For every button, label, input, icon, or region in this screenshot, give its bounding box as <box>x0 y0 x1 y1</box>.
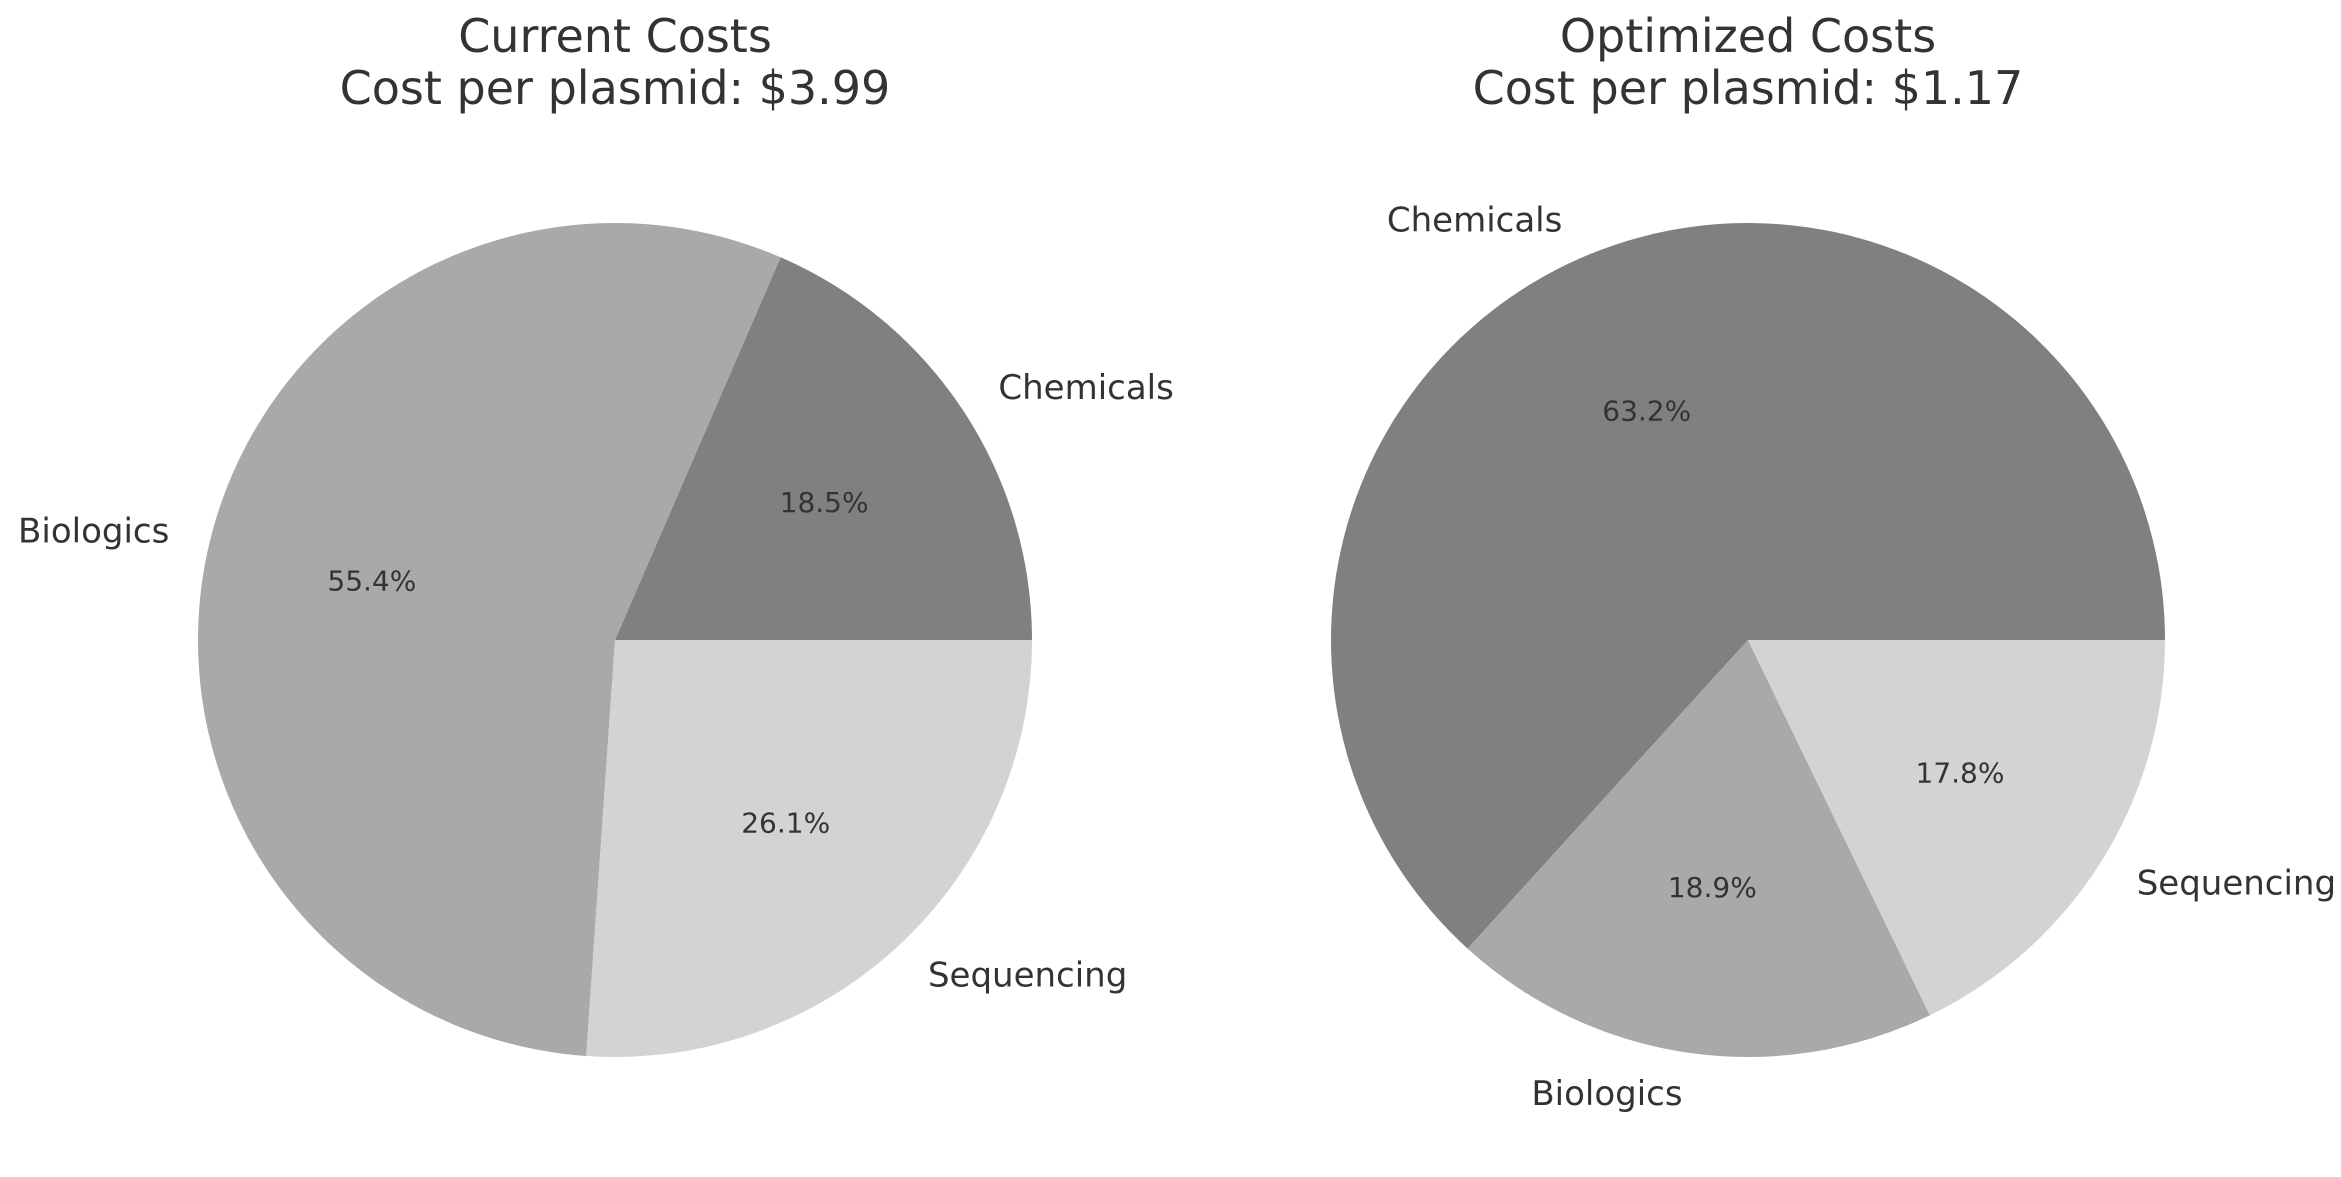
optimized-costs-chart: Optimized Costs Cost per plasmid: $1.17 … <box>1331 9 2336 1114</box>
current-costs-slice-sequencing <box>586 640 1032 1057</box>
optimized-costs-title: Optimized Costs <box>1560 9 1936 63</box>
current-costs-slice-label-sequencing: Sequencing <box>928 955 1127 995</box>
optimized-costs-pct-label-chemicals: 63.2% <box>1602 395 1691 428</box>
current-costs-subtitle: Cost per plasmid: $3.99 <box>340 61 891 115</box>
optimized-costs-slice-label-chemicals: Chemicals <box>1387 201 1562 241</box>
optimized-costs-pct-label-biologics: 18.9% <box>1668 871 1757 904</box>
optimized-costs-slice-label-biologics: Biologics <box>1531 1074 1682 1114</box>
optimized-costs-slice-label-sequencing: Sequencing <box>2137 864 2336 904</box>
optimized-costs-slice-sequencing <box>1748 640 2165 1016</box>
optimized-costs-slice-biologics <box>1467 640 1930 1057</box>
current-costs-slice-biologics <box>198 223 781 1057</box>
current-costs-pct-label-chemicals: 18.5% <box>780 486 869 519</box>
current-costs-slice-label-biologics: Biologics <box>18 512 169 552</box>
optimized-costs-labels: 63.2% Chemicals 18.9% Biologics 17.8% Sequenc… <box>1387 201 2336 1114</box>
current-costs-pct-label-sequencing: 26.1% <box>741 806 830 839</box>
current-costs-chart: Current Costs Cost per plasmid: $3.99 18… <box>18 9 1174 1057</box>
optimized-costs-pct-label-sequencing: 17.8% <box>1916 756 2005 789</box>
current-costs-labels: 18.5% Chemicals 55.4% Biologics 26.1% Sequenc… <box>18 368 1174 995</box>
current-costs-slices <box>198 223 1032 1057</box>
optimized-costs-subtitle: Cost per plasmid: $1.17 <box>1473 61 2024 115</box>
optimized-costs-slices <box>1331 222 2165 1057</box>
current-costs-title: Current Costs <box>458 9 772 63</box>
current-costs-slice-chemicals <box>615 257 1032 640</box>
optimized-costs-slice-chemicals <box>1331 222 2165 949</box>
current-costs-pct-label-biologics: 55.4% <box>327 564 416 597</box>
current-costs-slice-label-chemicals: Chemicals <box>998 368 1173 408</box>
